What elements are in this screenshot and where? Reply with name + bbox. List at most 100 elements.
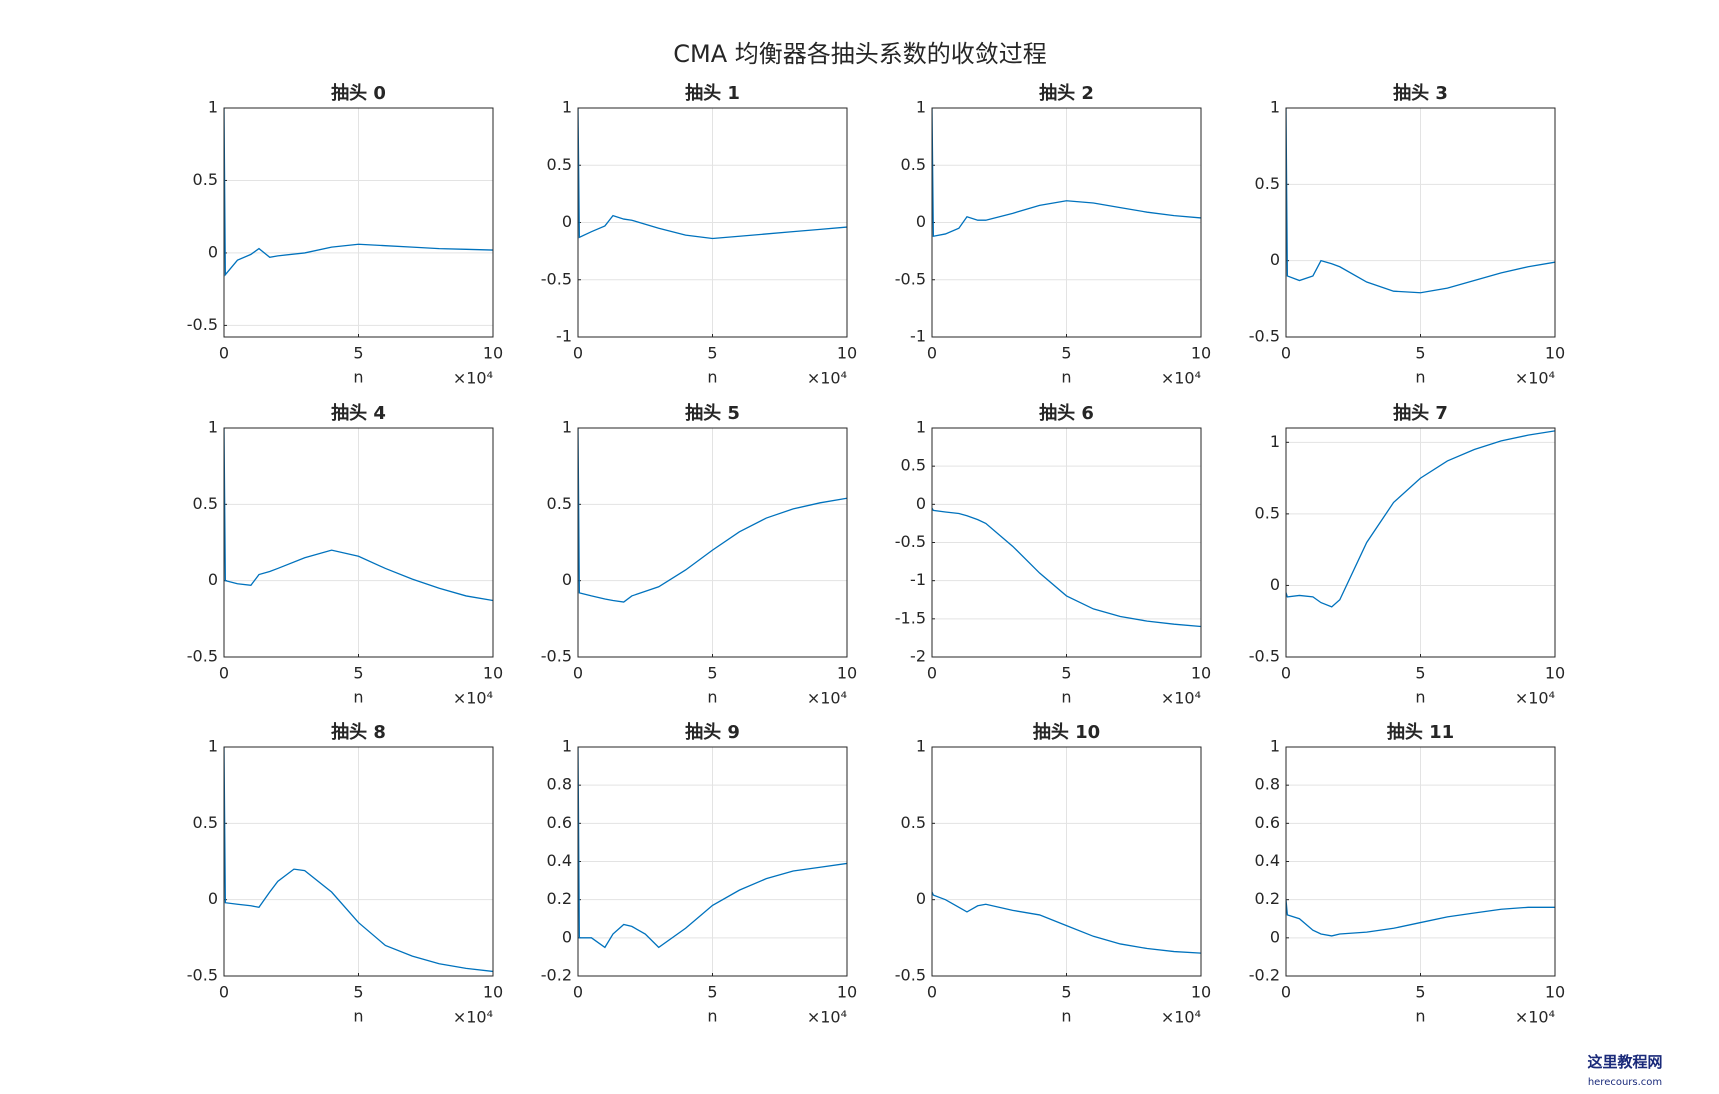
y-tick-label: 0.5 xyxy=(1255,503,1280,522)
y-tick-label: 0.6 xyxy=(547,813,572,832)
x-multiplier: ×10⁴ xyxy=(1515,1008,1555,1027)
y-tick-label: 0.6 xyxy=(1255,813,1280,832)
x-tick-label: 10 xyxy=(1191,664,1211,683)
y-tick-label: 1 xyxy=(916,737,926,756)
y-tick-label: 0.5 xyxy=(901,155,926,174)
x-tick-label: 10 xyxy=(483,344,503,363)
y-tick-label: -0.5 xyxy=(187,966,218,985)
x-tick-label: 10 xyxy=(1545,344,1565,363)
y-tick-label: 1 xyxy=(916,418,926,437)
y-tick-label: 1 xyxy=(562,98,572,117)
y-tick-label: 1 xyxy=(562,737,572,756)
x-tick-label: 0 xyxy=(927,983,937,1002)
x-tick-label: 5 xyxy=(1415,344,1425,363)
axes-box xyxy=(931,427,1202,658)
y-tick-label: 1 xyxy=(208,737,218,756)
y-tick-label: 0.5 xyxy=(547,155,572,174)
x-tick-label: 10 xyxy=(1545,983,1565,1002)
axes-box xyxy=(577,107,848,338)
x-tick-label: 5 xyxy=(707,344,717,363)
x-axis-label: n xyxy=(353,368,363,387)
y-tick-label: 0 xyxy=(1270,250,1280,269)
x-axis-label: n xyxy=(353,1007,363,1026)
y-tick-label: -1.5 xyxy=(895,608,926,627)
y-tick-label: 0.5 xyxy=(193,170,218,189)
y-tick-label: 0 xyxy=(562,570,572,589)
x-tick-label: 5 xyxy=(707,983,717,1002)
y-tick-label: 0.5 xyxy=(1255,174,1280,193)
data-line xyxy=(932,507,1201,628)
y-tick-label: 1 xyxy=(1270,98,1280,117)
y-tick-label: 0.8 xyxy=(547,775,572,794)
x-multiplier: ×10⁴ xyxy=(1515,369,1555,388)
x-tick-label: 0 xyxy=(219,344,229,363)
x-tick-label: 5 xyxy=(1415,664,1425,683)
subplot-title: 抽头 8 xyxy=(331,721,386,743)
y-tick-label: -1 xyxy=(910,570,926,589)
y-tick-label: -0.2 xyxy=(1249,966,1280,985)
x-tick-label: 0 xyxy=(219,983,229,1002)
x-multiplier: ×10⁴ xyxy=(807,1008,847,1027)
figure-title: CMA 均衡器各抽头系数的收敛过程 xyxy=(673,40,1047,68)
subplot-title: 抽头 0 xyxy=(331,82,386,104)
subplot-title: 抽头 1 xyxy=(685,82,740,104)
y-tick-label: -0.5 xyxy=(541,269,572,288)
subplot-title: 抽头 5 xyxy=(685,402,740,424)
x-tick-label: 5 xyxy=(1415,983,1425,1002)
x-tick-label: 0 xyxy=(573,983,583,1002)
y-tick-label: 0.5 xyxy=(193,494,218,513)
y-tick-label: -1 xyxy=(910,327,926,346)
y-tick-label: 1 xyxy=(562,418,572,437)
x-axis-label: n xyxy=(1415,368,1425,387)
x-multiplier: ×10⁴ xyxy=(807,689,847,708)
axes-box xyxy=(931,107,1202,338)
x-tick-label: 5 xyxy=(1061,664,1071,683)
x-tick-label: 5 xyxy=(707,664,717,683)
subplot-title: 抽头 7 xyxy=(1393,402,1448,424)
x-tick-label: 0 xyxy=(1281,983,1291,1002)
x-tick-label: 0 xyxy=(1281,664,1291,683)
x-tick-label: 5 xyxy=(353,344,363,363)
data-line xyxy=(578,428,847,603)
x-tick-label: 5 xyxy=(353,983,363,1002)
y-tick-label: 0 xyxy=(916,494,926,513)
x-multiplier: ×10⁴ xyxy=(453,689,493,708)
y-tick-label: 1 xyxy=(1270,432,1280,451)
axes-box xyxy=(931,746,1202,977)
x-tick-label: 5 xyxy=(353,664,363,683)
y-tick-label: 0.2 xyxy=(1255,889,1280,908)
subplot-title: 抽头 9 xyxy=(685,721,740,743)
axes-box xyxy=(223,427,494,658)
data-line xyxy=(932,891,1201,954)
x-tick-label: 10 xyxy=(1191,983,1211,1002)
y-tick-label: 0.4 xyxy=(1255,851,1280,870)
y-tick-label: 0.5 xyxy=(547,494,572,513)
y-tick-label: 0.5 xyxy=(901,813,926,832)
y-tick-label: -0.5 xyxy=(1249,647,1280,666)
x-axis-label: n xyxy=(1061,688,1071,707)
x-axis-label: n xyxy=(707,688,717,707)
y-tick-label: 0.8 xyxy=(1255,775,1280,794)
y-tick-label: 1 xyxy=(208,418,218,437)
x-multiplier: ×10⁴ xyxy=(1515,689,1555,708)
y-tick-label: -0.5 xyxy=(895,966,926,985)
y-tick-label: -0.5 xyxy=(895,532,926,551)
y-tick-label: 0 xyxy=(1270,575,1280,594)
x-tick-label: 5 xyxy=(1061,344,1071,363)
x-tick-label: 10 xyxy=(1545,664,1565,683)
x-multiplier: ×10⁴ xyxy=(1161,689,1201,708)
axes-box xyxy=(223,746,494,977)
x-multiplier: ×10⁴ xyxy=(453,1008,493,1027)
subplot-title: 抽头 3 xyxy=(1393,82,1448,104)
x-tick-label: 10 xyxy=(483,983,503,1002)
x-tick-label: 0 xyxy=(1281,344,1291,363)
